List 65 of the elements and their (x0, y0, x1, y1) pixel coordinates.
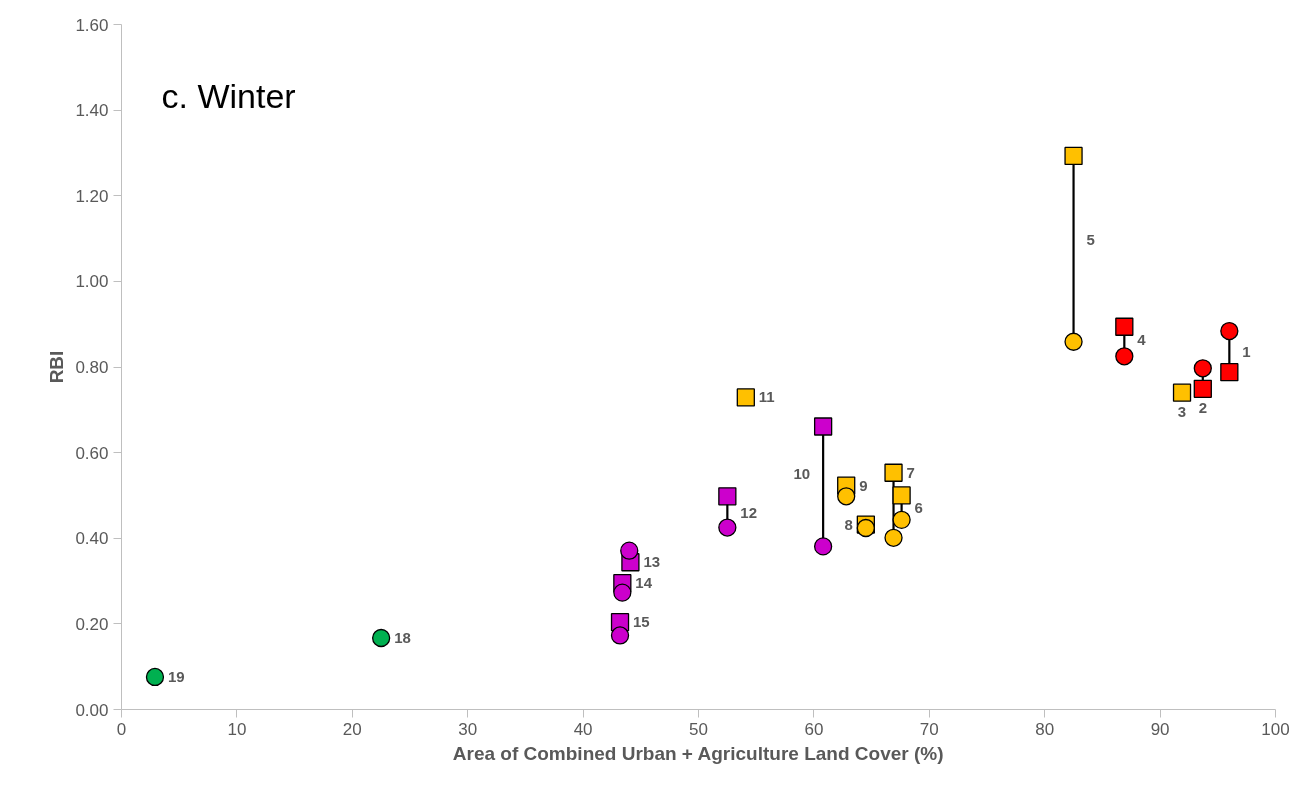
annotation: 7 (906, 463, 915, 481)
x-tick-label: 60 (804, 719, 824, 739)
x-tick-label: 0 (116, 719, 127, 739)
point (1115, 347, 1134, 366)
annotation: 18 (394, 629, 411, 646)
point (892, 510, 911, 529)
y-tick-label: 1.20 (75, 186, 109, 206)
point (372, 628, 391, 648)
point (856, 518, 875, 538)
annotation: 10 (793, 464, 811, 482)
annotation: 2 (1198, 398, 1207, 416)
point (1220, 321, 1239, 341)
y-tick-label: 1.60 (75, 15, 109, 35)
x-axis-title: Area of Combined Urban + Agriculture Land Cover (%) (452, 742, 944, 764)
y-axis-title: RBI (46, 350, 68, 384)
point (1193, 359, 1212, 378)
y-tick-label: 1.00 (75, 272, 109, 292)
point (620, 541, 639, 560)
x-tick-label: 30 (458, 719, 478, 739)
y-tick-label: 0.40 (75, 529, 109, 549)
x-tick-label: 80 (1035, 719, 1055, 739)
annotation: 15 (633, 613, 650, 631)
point (1064, 332, 1083, 351)
point (1193, 379, 1212, 398)
x-tick-label: 50 (689, 719, 708, 739)
annotation: 13 (643, 553, 661, 571)
point (145, 667, 165, 687)
y-tick-label: 1.40 (75, 101, 109, 121)
annotation: 5 (1086, 231, 1095, 249)
point (813, 417, 833, 436)
annotation: 4 (1137, 331, 1147, 349)
point (1172, 383, 1192, 402)
point (884, 528, 903, 547)
annotation: 19 (167, 667, 185, 685)
annotation: 3 (1177, 402, 1187, 420)
point (892, 486, 911, 505)
annotation: 1 (1242, 343, 1251, 361)
x-tick-label: 70 (919, 719, 939, 739)
annotation: 11 (758, 388, 775, 406)
point (1115, 317, 1134, 336)
x-tick-label: 20 (342, 719, 362, 739)
x-tick-label: 10 (227, 719, 247, 739)
x-tick-label: 100 (1261, 719, 1290, 739)
annotation: 14 (635, 574, 653, 592)
point (884, 463, 903, 482)
point (610, 626, 630, 645)
x-tick-label: 40 (573, 719, 593, 739)
annotation: 9 (859, 476, 868, 494)
point (718, 518, 737, 537)
text: c. Winter (161, 76, 296, 115)
y-tick-label: 0.00 (75, 700, 109, 720)
x-tick-label: 90 (1150, 719, 1170, 739)
point (837, 487, 856, 506)
point (718, 487, 737, 506)
annotation: 6 (914, 499, 923, 517)
point (1064, 146, 1083, 166)
point (1220, 362, 1239, 382)
y-tick-label: 0.60 (75, 443, 109, 463)
annotation: 8 (844, 515, 853, 533)
point (613, 583, 632, 602)
annotation: 12 (740, 504, 758, 522)
y-tick-label: 0.80 (75, 358, 109, 377)
point (736, 388, 755, 407)
y-tick-label: 0.20 (75, 614, 109, 634)
point (813, 537, 833, 556)
